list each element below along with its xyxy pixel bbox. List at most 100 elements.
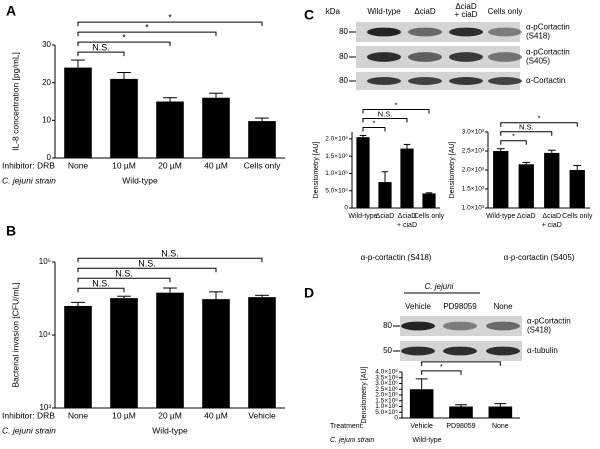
y-tick-label: 0 — [344, 205, 348, 212]
y-axis-label: Densitometry [AU] — [361, 367, 368, 424]
significance-label: N.S. — [92, 42, 110, 52]
y-tick-label: 30 — [42, 40, 51, 49]
bar — [518, 164, 534, 208]
y-tick-label: 5.0×10⁵ — [325, 187, 348, 194]
bar — [202, 299, 230, 408]
lane-label: ΔciaD — [414, 7, 436, 16]
significance-label: * — [538, 114, 541, 123]
x-tick-label: Vehicle — [248, 410, 276, 420]
y-tick-label: 2.0×10⁶ — [325, 136, 348, 143]
marker-label: 80 — [383, 321, 392, 330]
y-tick-label: 1.5×10⁶ — [325, 153, 348, 160]
x-tick-label: Wild-type — [486, 213, 515, 220]
y-axis-label: IL-8 concentration [pg/mL] — [10, 52, 20, 151]
bar — [110, 78, 138, 158]
lane-label: Wild-type — [367, 7, 401, 16]
antibody-label: α-pCortactin — [526, 48, 570, 57]
marker-label: 80 — [339, 76, 348, 85]
x-tick-label: Cells only — [244, 160, 282, 170]
bar — [378, 182, 392, 208]
bar — [400, 148, 414, 208]
x-tick-label: Wild-type — [348, 213, 377, 220]
y-tick-label: 5.0×10⁵ — [375, 409, 398, 416]
y-tick-label: 0 — [47, 153, 52, 162]
group-label: Wild-type — [152, 425, 188, 435]
y-tick-label: 10⁵ — [39, 257, 51, 266]
y-tick-label: 0 — [394, 415, 398, 422]
significance-label: N.S. — [138, 259, 156, 269]
antibody-label: α-Cortactin — [526, 76, 565, 85]
y-tick-label: 20 — [42, 78, 51, 87]
x-tick-label: Vehicle — [410, 423, 433, 430]
blot-band — [443, 321, 477, 331]
group-label: Wild-type — [412, 437, 441, 444]
row-label: Inhibitor: DRB — [2, 410, 55, 420]
y-tick-label: 10 — [42, 115, 51, 124]
blot-band — [486, 321, 520, 331]
blot-band — [443, 346, 477, 356]
bar — [356, 137, 370, 208]
significance-label: N.S. — [115, 269, 133, 279]
bar — [64, 305, 92, 408]
y-axis-label: Densitometry [AU] — [449, 142, 456, 199]
blot-band — [408, 52, 442, 62]
lane-label: Cells only — [488, 7, 523, 16]
antibody-label: α-pCortactin — [527, 317, 571, 326]
blot-band — [401, 346, 435, 356]
x-tick-label: Cells only — [562, 213, 593, 220]
y-tick-label: 2.0×10³ — [462, 167, 485, 174]
antibody-label: (S418) — [526, 32, 550, 41]
significance-label: N.S. — [519, 123, 534, 132]
y-tick-label: 1.0×10⁶ — [325, 170, 348, 177]
row-label: Treatment: — [330, 423, 364, 430]
row-label: C. jejuni strain — [2, 425, 56, 435]
x-tick-label: PD98059 — [446, 423, 475, 430]
antibody-label: α-pCortactin — [526, 23, 570, 32]
bar — [64, 67, 92, 158]
bar — [156, 292, 184, 408]
x-tick-label: + ciaD — [542, 222, 562, 229]
bar — [544, 152, 560, 208]
x-tick-label: ΔciaD — [376, 213, 395, 220]
significance-bracket — [421, 361, 501, 366]
marker-label: 50 — [383, 346, 392, 355]
bar — [488, 406, 513, 418]
significance-label: * — [168, 12, 172, 22]
y-tick-label: 10³ — [39, 403, 51, 412]
significance-bracket — [77, 51, 125, 57]
y-tick-label: 1.0×10⁶ — [375, 403, 398, 410]
y-axis-label: Bacterial invasion [CFU/mL] — [10, 282, 20, 387]
x-axis-label: α-p-cortactin (S418) — [361, 253, 432, 262]
x-tick-label: 20 µM — [158, 160, 182, 170]
blot-band — [488, 77, 522, 85]
x-tick-label: None — [68, 160, 89, 170]
blot-band — [449, 77, 483, 85]
y-tick-label: 1.5×10³ — [462, 186, 485, 193]
y-tick-label: 4.0×10⁶ — [375, 369, 398, 376]
significance-label: N.S. — [92, 279, 110, 289]
bar — [449, 406, 473, 418]
blot-band — [408, 27, 442, 37]
x-tick-label: 40 µM — [204, 160, 228, 170]
x-tick-label: None — [68, 410, 89, 420]
significance-label: * — [440, 362, 443, 371]
panel-label: C — [304, 7, 314, 23]
blot-strip — [400, 316, 522, 336]
panel-label: B — [6, 223, 16, 239]
y-tick-label: 3.5×10⁶ — [375, 374, 398, 381]
lane-label: ΔciaD — [455, 2, 477, 11]
antibody-label: (S418) — [527, 326, 551, 335]
significance-bracket — [362, 117, 408, 123]
blot-band — [449, 52, 483, 62]
blot-band — [486, 346, 520, 356]
significance-bracket — [77, 267, 217, 273]
y-tick-label: 1.0×10³ — [462, 205, 485, 212]
x-tick-label: None — [492, 423, 509, 430]
blot-band — [367, 77, 401, 85]
blot-band — [408, 77, 442, 85]
x-tick-label: ΔciaD — [398, 213, 417, 220]
bar — [110, 298, 138, 408]
marker-label: 80 — [339, 27, 348, 36]
x-tick-label: ΔciaD — [517, 213, 536, 220]
